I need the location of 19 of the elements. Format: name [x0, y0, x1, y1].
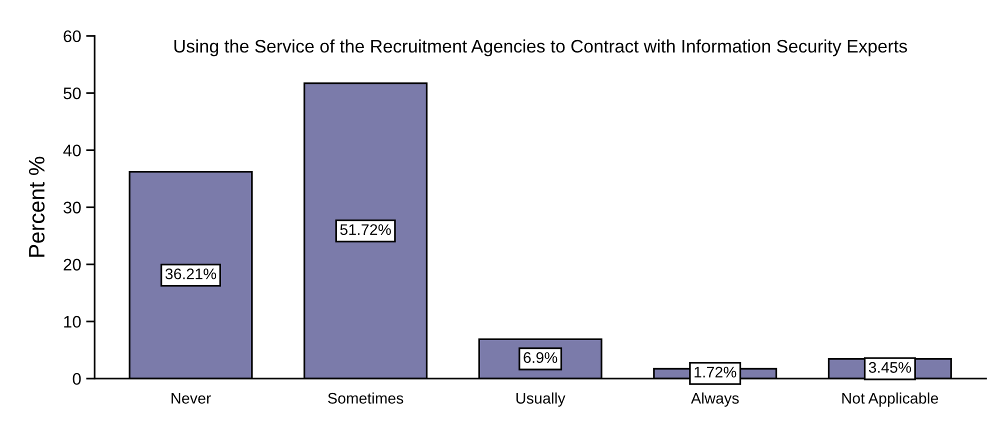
y-tick-label: 40 [63, 144, 81, 156]
y-tick-label: 60 [64, 30, 81, 42]
x-tick-label: Never [172, 393, 211, 404]
y-tick-label: 20 [64, 258, 81, 271]
data-label: 3.45% [868, 362, 912, 373]
data-label: 6.9% [524, 352, 558, 363]
y-tick-label: 30 [64, 202, 81, 214]
y-tick-label: 10 [64, 316, 81, 328]
y-tick-label: 50 [64, 87, 81, 100]
data-label: 51.72% [340, 224, 391, 236]
y-axis-title: Percent % [28, 156, 45, 257]
chart-title: Using the Service of the Recruitment Agencies to Contract with Information Security Experts [174, 39, 907, 56]
x-tick-label: Always [690, 392, 739, 407]
x-tick-label: Sometimes [328, 392, 404, 404]
x-tick-label: Usually [516, 392, 566, 407]
data-label: 1.72% [694, 366, 736, 378]
x-tick-label: Not Applicable [842, 392, 938, 407]
data-label: 36.21% [165, 268, 216, 280]
y-tick-label: 0 [72, 372, 81, 385]
